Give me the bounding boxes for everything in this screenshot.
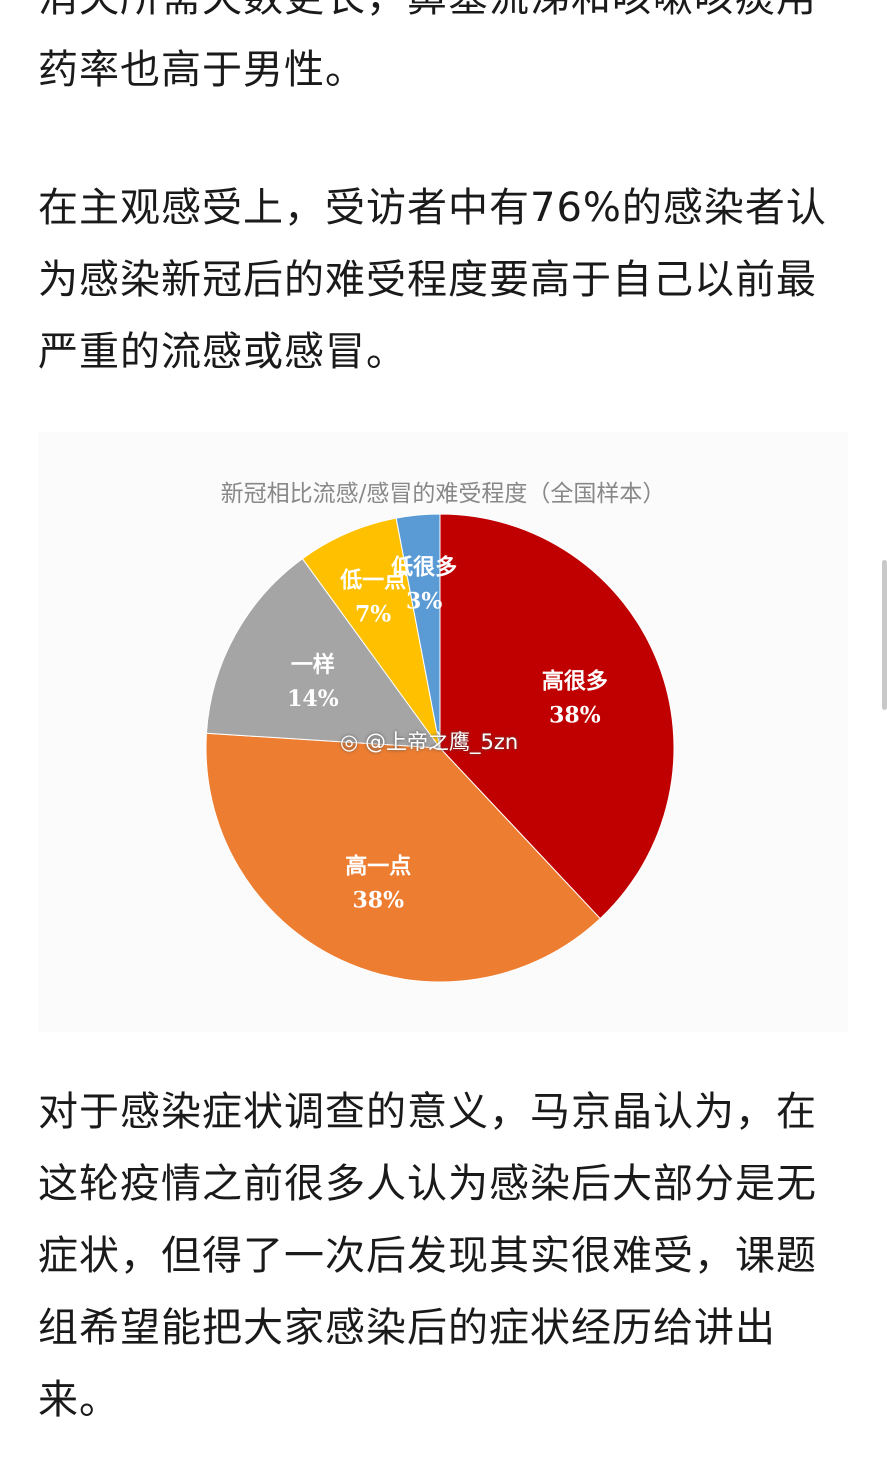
pie-slice-3 [205, 557, 442, 749]
paragraph-1: 消失所需天数更长，鼻塞流涕和咳嗽咳痰用药率也高于男性。 [38, 0, 816, 93]
pie-slice-2 [205, 732, 601, 983]
slice-value-label: 38% [549, 703, 601, 729]
pie-chart-image: 新冠相比流感/感冒的难受程度（全国样本） 高很多 38% 高一点 38% 一样 14% 低一… [38, 432, 848, 1032]
chart-title: 新冠相比流感/感冒的难受程度（全国样本） [220, 481, 666, 507]
slice-category-label: 高一点 [345, 853, 411, 879]
watermark-text: @上帝之鹰_5zn [365, 730, 519, 754]
slice-category-label: 一样 [291, 652, 335, 678]
paragraph-3: 对于感染症状调查的意义，马京晶认为，在这轮疫情之前很多人认为感染后大部分是无症状… [38, 1089, 817, 1423]
pie-slice-4 [301, 517, 441, 749]
slice-value-label: 7% [355, 601, 391, 627]
pie-slice-1 [439, 513, 675, 920]
slice-category-label: 低很多 [390, 554, 457, 580]
slice-value-label: 3% [406, 588, 442, 614]
watermark: ◎ @上帝之鹰_5zn [340, 726, 518, 756]
slice-value-label: 14% [287, 686, 339, 712]
slice-value-label: 38% [352, 887, 404, 913]
paragraph-2: 在主观感受上，受访者中有76%的感染者认为感染新冠后的难受程度要高于自己以前最严… [38, 185, 827, 375]
slice-category-label: 高很多 [542, 669, 608, 695]
weibo-icon: ◎ [340, 730, 365, 754]
scrollbar[interactable] [882, 560, 887, 710]
slice-category-label: 低一点 [339, 567, 406, 593]
pie-slice-5 [395, 513, 441, 749]
pie-chart: 高很多 38% 高一点 38% 一样 14% 低一点 7% 低很多 3% [205, 513, 675, 983]
